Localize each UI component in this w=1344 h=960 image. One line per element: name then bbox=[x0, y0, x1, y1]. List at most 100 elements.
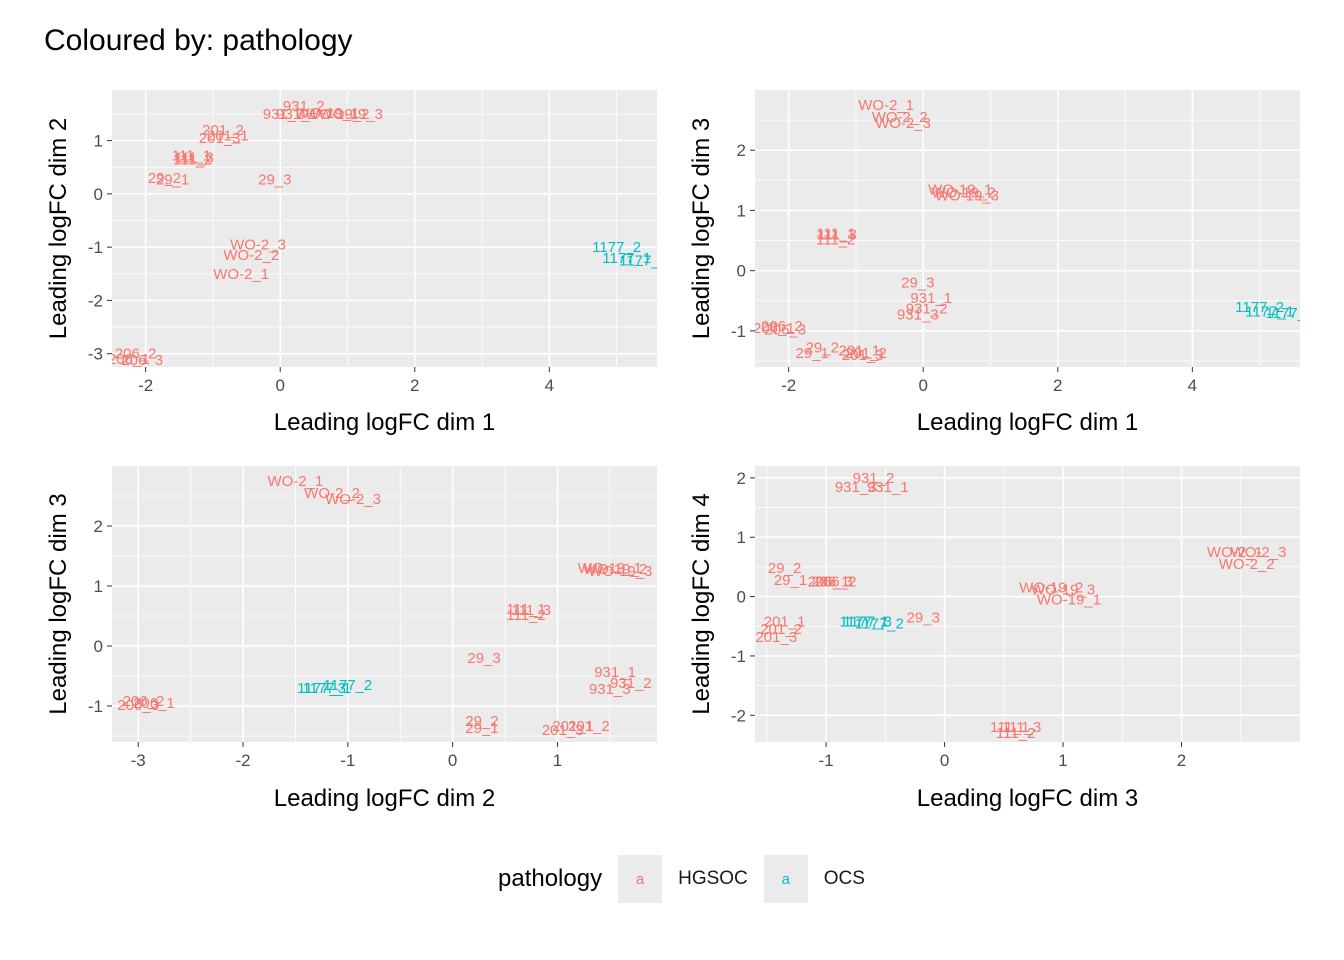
point-label: 206_3 bbox=[811, 574, 853, 591]
point-label: 201_1 bbox=[552, 718, 594, 735]
point-label: 201_2 bbox=[760, 621, 802, 638]
x-tick-label: -2 bbox=[138, 376, 153, 395]
x-tick-label: 2 bbox=[1053, 376, 1062, 395]
point-label: WO-2_1 bbox=[1207, 544, 1263, 561]
point-label: 201_2 bbox=[202, 122, 244, 139]
x-tick-label: 0 bbox=[918, 376, 927, 395]
point-label: 201_3 bbox=[755, 629, 797, 646]
point-label: WO-2_1 bbox=[213, 266, 269, 283]
point-label: 206_1 bbox=[108, 351, 150, 368]
point-label: 206_3 bbox=[764, 322, 806, 339]
point-label: WO-2_2 bbox=[1219, 556, 1275, 573]
point-label: WO-2_1 bbox=[858, 97, 914, 114]
y-tick-label: 1 bbox=[737, 201, 746, 220]
x-tick-label: -2 bbox=[781, 376, 796, 395]
point-label: 931_3 bbox=[589, 681, 631, 698]
point-label: 206_3 bbox=[121, 352, 163, 369]
y-axis-title: Leading logFC dim 2 bbox=[45, 118, 72, 339]
x-tick-label: -3 bbox=[131, 751, 146, 770]
point-label: 931_3 bbox=[263, 106, 305, 123]
x-tick-label: -1 bbox=[819, 751, 834, 770]
point-label: 206_3 bbox=[117, 697, 159, 714]
point-labels: WO-2_1WO-2_2WO-2_3 WO-19_1WO-19_2WO-19_3 1… bbox=[753, 97, 1314, 364]
point-label: 111_1 bbox=[172, 148, 212, 165]
point-label: 1177_3 bbox=[1265, 305, 1314, 322]
legend-key-hgsoc: a bbox=[618, 855, 663, 903]
point-label: 931_1 bbox=[594, 664, 636, 681]
x-axis-title: Leading logFC dim 2 bbox=[274, 785, 495, 812]
point-label: WO-2_2 bbox=[223, 247, 279, 264]
point-labels: WO-2_1WO-2_2WO-2_3 WO-19_1WO-19_2WO-19_3 1… bbox=[117, 473, 652, 739]
point-label: WO-19_1 bbox=[1037, 592, 1101, 609]
point-label: 201_3 bbox=[542, 722, 584, 739]
point-label: WO-2_3 bbox=[1231, 544, 1287, 561]
point-label: 111_1 bbox=[506, 601, 546, 618]
point-label: 206_2 bbox=[123, 693, 165, 710]
point-label: 201_2 bbox=[568, 718, 610, 735]
legend-key-ocs: a bbox=[763, 855, 808, 903]
point-label: WO-2_3 bbox=[875, 115, 931, 132]
y-tick-label: -1 bbox=[88, 238, 103, 257]
y-axis-title: Leading logFC dim 3 bbox=[688, 118, 715, 339]
x-tick-label: 1 bbox=[553, 751, 562, 770]
legend-label-ocs: OCS bbox=[823, 868, 865, 889]
point-label: 29_1 bbox=[796, 345, 829, 362]
y-tick-label: 2 bbox=[737, 141, 746, 160]
point-label: 1177_2 bbox=[323, 677, 372, 694]
y-tick-label: 0 bbox=[737, 262, 746, 281]
point-label: WO-19_2 bbox=[1019, 580, 1083, 597]
y-tick-label: 1 bbox=[737, 528, 746, 547]
point-label: WO-2_3 bbox=[230, 236, 286, 253]
panel-background bbox=[112, 90, 657, 367]
x-tick-label: 4 bbox=[545, 376, 554, 395]
point-label: 1177_2 bbox=[855, 615, 904, 632]
point-label: 206_1 bbox=[753, 320, 795, 337]
point-label: 1177_1 bbox=[840, 614, 889, 631]
point-label: 29_1 bbox=[156, 171, 189, 188]
y-tick-label: -1 bbox=[731, 647, 746, 666]
point-label: 206_2 bbox=[115, 346, 157, 363]
x-tick-label: 0 bbox=[448, 751, 457, 770]
point-label: 1177_3 bbox=[619, 252, 668, 269]
x-axis-title: Leading logFC dim 1 bbox=[917, 409, 1138, 436]
point-label: WO-19_2 bbox=[583, 561, 647, 578]
panel-dim2-vs-dim3: -3 -2 -1 0 1 -1 0 1 2 Leading logFC dim 2 Leading … bbox=[45, 466, 657, 812]
point-label: 1177_1 bbox=[302, 680, 351, 697]
point-label: 206_1 bbox=[133, 695, 175, 712]
point-label: WO-2_3 bbox=[325, 491, 381, 508]
x-tick-label: 2 bbox=[1177, 751, 1186, 770]
point-label: 931_3 bbox=[897, 307, 939, 324]
x-tick-label: 2 bbox=[410, 376, 419, 395]
y-tick-label: 1 bbox=[94, 577, 103, 596]
point-label: 29_2 bbox=[806, 340, 839, 357]
x-tick-label: 0 bbox=[275, 376, 284, 395]
y-tick-label: 1 bbox=[94, 132, 103, 151]
panel-background bbox=[112, 466, 657, 742]
point-labels: 931_2931_3931_1WO-2_1WO-2_3WO-2_229_229_… bbox=[755, 470, 1286, 742]
legend-key-glyph: a bbox=[781, 870, 790, 888]
x-tick-label: 1 bbox=[1058, 751, 1067, 770]
point-label: 201_1 bbox=[207, 127, 249, 144]
y-axis-title: Leading logFC dim 3 bbox=[45, 493, 72, 714]
point-label: 201_1 bbox=[838, 343, 880, 360]
point-label: WO-19_3 bbox=[588, 563, 652, 580]
legend-title: pathology bbox=[498, 865, 603, 892]
point-label: WO-19_2 bbox=[305, 106, 369, 123]
point-label: 1177_2 bbox=[1235, 299, 1284, 316]
point-label: 1177_3 bbox=[297, 680, 346, 697]
y-tick-label: 2 bbox=[94, 517, 103, 536]
point-label: WO-19_3 bbox=[1031, 581, 1095, 598]
point-label: 111_3 bbox=[1002, 719, 1042, 736]
point-label: 931_1 bbox=[276, 106, 318, 123]
y-tick-label: -3 bbox=[88, 345, 103, 364]
point-label: WO-19_1 bbox=[928, 181, 992, 198]
panel-background bbox=[755, 90, 1300, 367]
point-label: 111_2 bbox=[506, 607, 546, 624]
point-label: 931_2 bbox=[283, 98, 325, 115]
y-tick-label: -2 bbox=[88, 291, 103, 310]
point-label: 29_1 bbox=[465, 720, 498, 737]
y-tick-label: 2 bbox=[737, 469, 746, 488]
point-label: 931_2 bbox=[610, 675, 652, 692]
